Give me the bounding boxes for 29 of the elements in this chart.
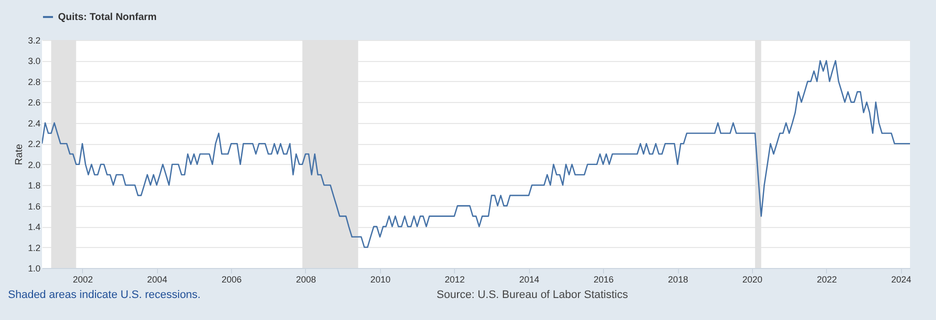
line-series: [42, 60, 910, 248]
x-tick-label: 2008: [296, 274, 316, 284]
text: Shaded areas indicate U.S. recessions.: [8, 289, 201, 301]
x-tick-label: 2018: [668, 274, 688, 284]
y-tick-label: 1.0: [28, 264, 40, 274]
x-tick-label: 2020: [742, 274, 762, 284]
y-tick-label: 1.8: [28, 180, 40, 191]
y-tick-label: 2.4: [28, 118, 40, 128]
y-tick-label: 2.0: [28, 160, 40, 170]
y-tick-label: 1.2: [28, 242, 40, 253]
y-tick-label: 2.8: [28, 76, 40, 87]
x-tick-label: 2006: [222, 274, 242, 284]
x-tick-label: 2002: [72, 274, 93, 284]
x-tick-label: 2022: [816, 274, 837, 284]
y-tick-label: 3.2: [28, 36, 40, 46]
y-tick-label: 1.4: [28, 222, 40, 232]
x-tick-label: 2012: [444, 274, 465, 284]
y-tick-label: 1.6: [28, 201, 40, 212]
x-tick-label: 2014: [519, 274, 540, 284]
legend-label: Quits: Total Nonfarm: [58, 12, 157, 23]
y-tick-label: 2.6: [28, 98, 40, 108]
x-tick-label: 2004: [147, 274, 168, 284]
x-tick-label: 2016: [594, 274, 614, 284]
y-axis-title: Rate: [14, 144, 25, 166]
y-tick-label: 2.2: [28, 139, 40, 150]
source-note: Source: U.S. Bureau of Labor Statistics: [436, 289, 628, 301]
x-tick-label: 2024: [891, 274, 912, 284]
x-tick-label: 2010: [370, 274, 390, 284]
y-tick-label: 3.0: [28, 56, 40, 66]
